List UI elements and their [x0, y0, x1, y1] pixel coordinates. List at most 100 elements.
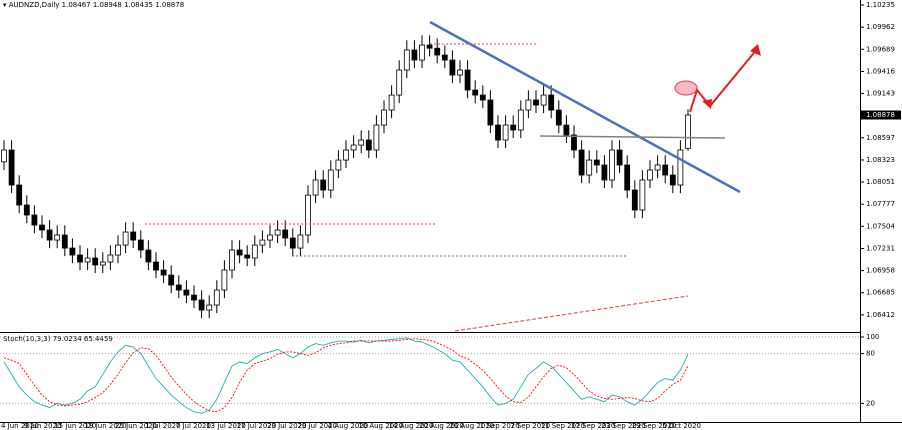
- y-tick-label: 1.09416: [866, 67, 895, 75]
- arrow-head: [702, 99, 712, 109]
- candle-body: [206, 304, 213, 311]
- y-tick-label: 1.06412: [866, 311, 895, 319]
- candle-body: [61, 234, 68, 249]
- candle-body: [320, 179, 327, 191]
- candle-body: [365, 139, 372, 151]
- candle-body: [403, 49, 410, 71]
- symbol: AUDNZD,Daily: [9, 1, 60, 9]
- x-tick-label: 20 Aug 2020: [419, 422, 464, 430]
- candle-body: [16, 184, 23, 206]
- candle-body: [160, 269, 167, 276]
- candle-body: [449, 59, 456, 76]
- y-tick-label: 1.09143: [866, 90, 895, 98]
- candle-body: [267, 234, 273, 241]
- candle-body: [31, 214, 38, 226]
- y-tick-label: 1.10235: [866, 1, 895, 9]
- candle-body: [517, 109, 524, 131]
- x-tick-label: 29 Sep 2020: [632, 422, 676, 430]
- y-tick-label: 1.09962: [866, 23, 895, 31]
- candle-body: [168, 274, 175, 286]
- chart-header: ▾ AUDNZD,Daily 1.08467 1.08948 1.08435 1…: [3, 1, 184, 9]
- y-tick-label: 20: [866, 399, 875, 407]
- candle-body: [624, 164, 631, 191]
- x-tick-label: 13 Jul 2020: [206, 422, 246, 430]
- candle-body: [183, 289, 190, 296]
- x-tick-label: 4 Jun 2020: [1, 422, 39, 430]
- candle-body: [274, 229, 281, 236]
- candle-body: [647, 169, 653, 181]
- y-tick-label: 1.08323: [866, 156, 895, 164]
- candle-body: [593, 159, 600, 166]
- y-tick-label: 1.08597: [866, 134, 895, 142]
- candle-body: [137, 239, 144, 251]
- candle-body: [685, 114, 691, 149]
- y-tick-label: 80: [866, 350, 875, 358]
- candle-body: [434, 47, 441, 56]
- candle-body: [586, 159, 593, 176]
- candle-body: [335, 159, 342, 171]
- channel-line: [454, 295, 689, 332]
- candle-body: [244, 254, 251, 259]
- candle-body: [153, 261, 159, 271]
- candle-body: [77, 254, 83, 263]
- highlight-ellipse: [674, 80, 698, 96]
- candle-body: [69, 247, 76, 256]
- candle-body: [631, 189, 638, 211]
- candle-body: [191, 294, 197, 301]
- horizontal-level: [539, 135, 726, 139]
- candle-body: [662, 164, 669, 176]
- candle-body: [495, 124, 501, 141]
- x-tick-label: 10 Aug 2020: [358, 422, 403, 430]
- y-tick-label: 1.08051: [866, 178, 895, 186]
- x-tick-label: 23 Sep 2020: [601, 422, 645, 430]
- x-tick-label: 15 Jun 2020: [54, 422, 96, 430]
- candle-body: [39, 224, 45, 231]
- candle-body: [654, 164, 661, 171]
- y-tick-label: 1.09689: [866, 45, 895, 53]
- y-tick-label: 1.07504: [866, 222, 895, 230]
- trendline: [429, 20, 741, 194]
- candle-body: [175, 284, 182, 291]
- candle-body: [441, 54, 448, 61]
- candle-body: [84, 257, 91, 263]
- candle-body: [388, 94, 395, 111]
- candle-body: [259, 239, 266, 246]
- candle-body: [350, 144, 357, 151]
- candle-body: [479, 94, 486, 101]
- candle-body: [107, 254, 114, 263]
- indicator-line: [3, 337, 689, 414]
- candle-body: [358, 139, 365, 146]
- candle-body: [411, 49, 418, 61]
- candle-body: [540, 94, 547, 106]
- x-tick-label: 25 Jun 2020: [115, 422, 157, 430]
- candle-body: [616, 149, 623, 166]
- d-value: 65.4459: [84, 335, 113, 343]
- y-tick-label: 1.07231: [866, 244, 895, 252]
- high-value: 1.08948: [93, 1, 122, 9]
- candle-body: [99, 261, 106, 266]
- candle-body: [122, 231, 129, 246]
- candle-body: [46, 229, 53, 241]
- close-value: 1.08878: [155, 1, 184, 9]
- x-tick-label: 19 Jun 2020: [85, 422, 127, 430]
- candle-body: [563, 124, 570, 136]
- arrow-head: [750, 44, 761, 56]
- x-tick-label: 11 Sep 2020: [541, 422, 585, 430]
- candle-body: [487, 99, 494, 126]
- candle-body: [289, 237, 296, 249]
- x-tick-label: 29 Jul 2020: [297, 422, 337, 430]
- y-tick-label: 1.06685: [866, 289, 895, 297]
- candle-body: [464, 69, 471, 91]
- candle-body: [677, 149, 684, 186]
- k-value: 79.0234: [53, 335, 82, 343]
- drawings: [145, 20, 761, 332]
- x-tick-label: 7 Sep 2020: [510, 422, 550, 430]
- candle-body: [571, 134, 577, 151]
- candle-body: [396, 69, 403, 96]
- candle-body: [130, 231, 137, 241]
- projection-arrow: [689, 47, 759, 113]
- candle-body: [229, 249, 235, 271]
- candle-body: [145, 249, 152, 263]
- x-tick-label: 23 Jul 2020: [267, 422, 307, 430]
